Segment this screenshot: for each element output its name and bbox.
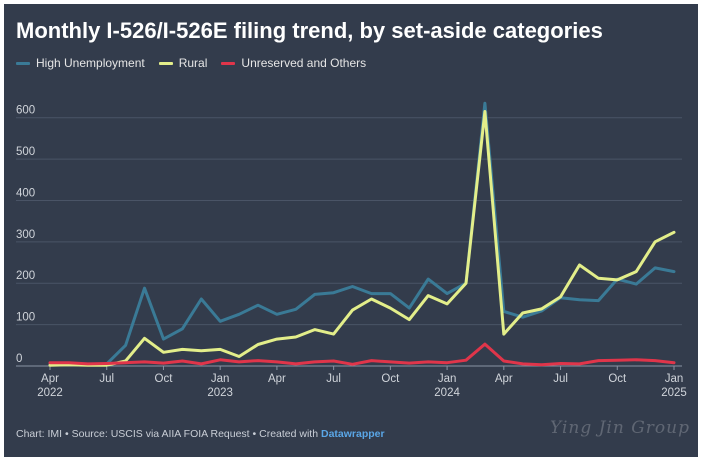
legend-item: Rural [158, 56, 208, 70]
x-tick-label: 2022 [37, 387, 63, 399]
x-tick-label: Oct [155, 373, 174, 385]
y-tick-label: 200 [16, 270, 35, 282]
datawrapper-link[interactable]: Datawrapper [320, 428, 385, 440]
legend: High Unemployment Rural Unreserved and Oth… [16, 56, 366, 70]
y-tick-label: 600 [16, 105, 35, 117]
y-tick-label: 0 [16, 353, 22, 365]
chart-footer: Chart: IMI • Source: USCIS via AIIA FOIA… [16, 428, 385, 440]
y-tick-label: 500 [16, 146, 35, 158]
series-line-unreserved-and-others [48, 342, 676, 367]
x-tick-label: Apr [41, 373, 59, 385]
x-tick-label: Apr [268, 373, 286, 385]
legend-label: Unreserved and Others [241, 56, 367, 70]
legend-swatch [158, 61, 173, 65]
legend-label: Rural [178, 56, 208, 70]
x-tick-label: Jan [665, 373, 684, 385]
legend-swatch [221, 61, 236, 65]
x-tick-label: Jan [211, 373, 230, 385]
legend-item: Unreserved and Others [221, 56, 366, 70]
legend-swatch [16, 61, 30, 65]
x-tick-label: Apr [495, 373, 513, 385]
y-tick-label: 100 [16, 312, 35, 324]
series-line-rural [48, 110, 676, 367]
y-tick-label: 400 [16, 187, 35, 199]
legend-label: High Unemployment [36, 56, 145, 70]
x-tick-label: Oct [608, 373, 627, 385]
x-tick-label: Jan [438, 373, 457, 385]
watermark: Ying Jin Group [550, 418, 690, 438]
legend-item: High Unemployment [16, 56, 145, 70]
line-chart: 0 100 200 300 400 500 600 Apr 2022 Jul Oct Jan 2023 A… [16, 101, 687, 399]
x-tick-label: 2025 [661, 387, 687, 399]
x-tick-label: Jul [99, 373, 114, 385]
chart-frame: Monthly I-526/I-526E filing trend, by se… [4, 4, 698, 457]
chart-title: Monthly I-526/I-526E filing trend, by se… [16, 18, 603, 43]
x-tick-label: 2024 [434, 387, 460, 399]
series-line-high-unemployment [48, 101, 676, 367]
x-tick-label: Jul [326, 373, 341, 385]
x-tick-label: Oct [381, 373, 400, 385]
x-tick-label: Jul [553, 373, 568, 385]
y-tick-label: 300 [16, 229, 35, 241]
x-tick-label: 2023 [207, 387, 233, 399]
footer-source: Chart: IMI • Source: USCIS via AIIA FOIA… [16, 428, 319, 440]
